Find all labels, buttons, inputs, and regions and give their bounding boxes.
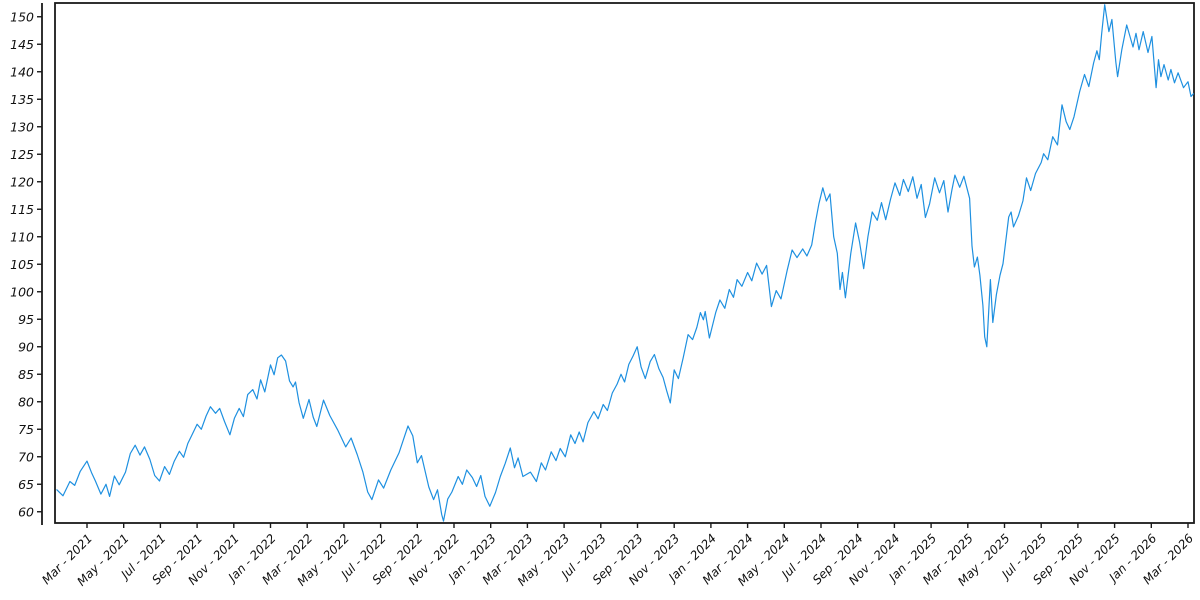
y-tick-label: 105 bbox=[10, 257, 34, 272]
y-tick-label: 60 bbox=[18, 504, 34, 519]
y-tick-label: 150 bbox=[10, 9, 34, 24]
plot-frame bbox=[54, 2, 1195, 524]
y-tick-label: 65 bbox=[18, 477, 34, 492]
y-tick-label: 80 bbox=[18, 394, 34, 409]
price-line bbox=[56, 4, 1195, 522]
y-tick-label: 115 bbox=[10, 202, 34, 217]
y-tick-label: 135 bbox=[10, 92, 34, 107]
y-tick-label: 125 bbox=[10, 147, 34, 162]
y-tick-label: 75 bbox=[18, 422, 34, 437]
y-tick-label: 90 bbox=[18, 339, 34, 354]
y-tick-label: 130 bbox=[10, 119, 34, 134]
y-tick-label: 100 bbox=[10, 284, 34, 299]
y-tick-label: 110 bbox=[10, 229, 34, 244]
y-tick-label: 85 bbox=[18, 367, 34, 382]
y-tick-label: 140 bbox=[10, 64, 34, 79]
y-tick-label: 145 bbox=[10, 37, 34, 52]
y-tick-label: 95 bbox=[18, 312, 34, 327]
y-tick-label: 120 bbox=[10, 174, 34, 189]
y-tick-label: 70 bbox=[18, 449, 34, 464]
